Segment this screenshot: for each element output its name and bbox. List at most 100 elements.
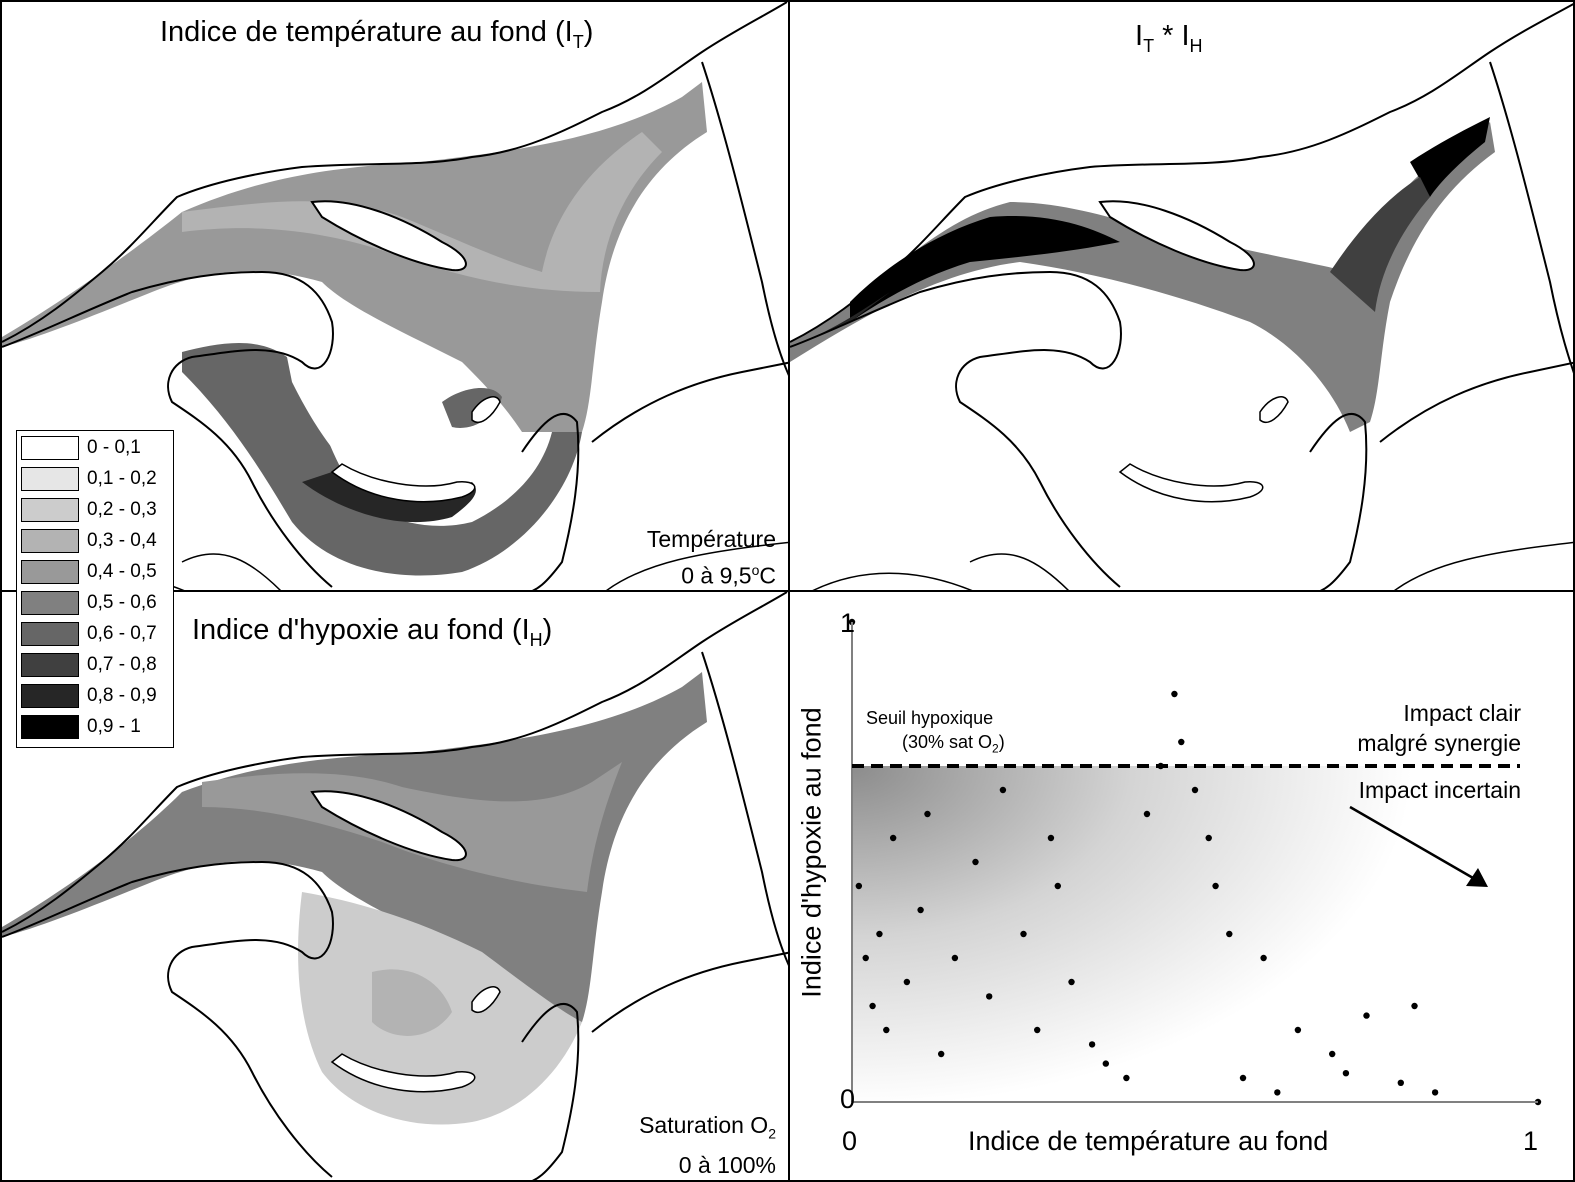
laurentian-channel [2,82,707,432]
product-south-nf [1379,361,1573,443]
scatter-point [1411,1002,1418,1010]
threshold-label-line2: (30% sat O2) [902,732,1005,756]
product-newfoundland [1489,61,1573,374]
scatter-point [855,882,863,890]
y-tick-0: 0 [840,1084,856,1114]
product-magdalen [1259,396,1289,423]
scatter-point [1034,1026,1041,1034]
hypoxia-pei [330,1053,476,1093]
newfoundland-coastline [701,61,788,376]
product-north-shore [790,3,1573,343]
hypoxia-map [2,592,788,1180]
product-panel-title: IT * IH [1135,20,1203,56]
scatter-point [1226,930,1233,938]
legend-item: 0,4 - 0,5 [21,559,157,585]
magdalen-shallows-warm [182,343,582,576]
legend-label: 0 - 0,1 [87,437,141,458]
hypoxia-spot [372,969,452,1036]
scatter-point [1239,1074,1247,1082]
hypoxia-panel-title: Indice d'hypoxie au fond (IH) [192,614,553,650]
y-tick-1: 1 [840,608,856,638]
legend-item: 0 - 0,1 [21,435,141,461]
legend-item: 0,9 - 1 [21,714,141,740]
hypoxia-north-shore [2,592,788,933]
product-high-estuary [850,216,1120,322]
map-legend: 0 - 0,1 0,1 - 0,2 0,2 - 0,3 0,3 - 0,4 0,4 - … [16,430,174,748]
scatter-point [1047,834,1055,842]
anticosti-island [310,200,467,272]
scatter-point [1274,1089,1281,1096]
product-anticosti [1098,200,1255,272]
scatter-point [924,810,931,818]
scatter-point [999,786,1007,794]
scatter-point [1342,1070,1350,1077]
scatter-point [972,858,979,866]
legend-swatch [21,498,79,522]
shallows-inner [282,329,502,495]
scatter-plot [848,618,1542,1106]
impact-arrow-shaft [1349,805,1481,884]
x-tick-1: 1 [1523,1126,1539,1156]
scatter-point [1363,1012,1370,1019]
legend-swatch [21,622,79,646]
legend-item: 0,8 - 0,9 [21,683,157,709]
threshold-label-line1: Seuil hypoxique [866,708,994,728]
legend-item: 0,6 - 0,7 [21,621,157,647]
legend-swatch [21,653,79,677]
hypoxia-newfoundland [701,651,788,966]
scatter-point [917,906,924,914]
south-newfoundland-coastline [591,361,788,443]
impact-clear-label: Impact clair malgré synergie [1357,700,1521,756]
product-channel-dark [1330,177,1430,312]
scatter-point [1054,882,1061,890]
impact-uncertain-label: Impact incertain [1358,777,1521,803]
legend-item: 0,1 - 0,2 [21,466,157,492]
scatter-point [1205,834,1212,842]
product-high-northeast [1410,117,1490,197]
legend-item: 0,5 - 0,6 [21,590,157,616]
legend-swatch [21,436,79,460]
legend-label: 0,7 - 0,8 [87,654,157,675]
legend-label: 0,6 - 0,7 [87,623,157,644]
x-axis-label: Indice de température au fond [968,1126,1329,1156]
scatter-point [903,978,911,986]
legend-swatch [21,715,79,739]
scatter-point [951,954,959,962]
hypoxia-map-panel: Indice d'hypoxie au fond (IH) Saturation… [0,590,790,1182]
y-axis-label: Indice d'hypoxie au fond [796,707,827,998]
legend-swatch [21,684,79,708]
scatter-point [1329,1050,1336,1058]
legend-label: 0,3 - 0,4 [87,530,157,551]
product-pei [1118,463,1264,503]
legend-label: 0,5 - 0,6 [87,592,157,613]
hypoxia-anticosti [310,790,467,862]
scatter-point [1171,690,1178,698]
product-gaspe [790,270,1122,588]
hypoxia-south-nf [591,951,788,1033]
temperature-panel-title: Indice de température au fond (IT) [160,16,594,52]
scatter-point [1191,786,1199,794]
scatter-point [1143,810,1151,818]
scatter-point [1020,930,1027,938]
north-shore-coastline [2,2,788,343]
legend-label: 0,2 - 0,3 [87,499,157,520]
legend-swatch [21,591,79,615]
scatter-point [1178,738,1185,746]
scatter-point [862,954,869,962]
scatter-point [1102,1060,1110,1067]
hypoxia-gaspe [2,860,334,1178]
legend-swatch [21,529,79,553]
legend-label: 0,9 - 1 [87,716,141,737]
magdalen-islands [471,396,501,423]
product-channel [790,122,1495,432]
impact-arrow-head [1466,868,1488,887]
legend-item: 0,2 - 0,3 [21,497,157,523]
legend-label: 0,4 - 0,5 [87,561,157,582]
hypoxia-range-note: Saturation O2 0 à 100% [639,1112,776,1178]
legend-swatch [21,467,79,491]
temperature-range-note: Température 0 à 9,5oC [646,526,776,589]
pei-island [330,463,476,503]
legend-swatch [21,560,79,584]
gaspe-coastline [2,270,334,588]
scatter-point [1068,978,1075,986]
